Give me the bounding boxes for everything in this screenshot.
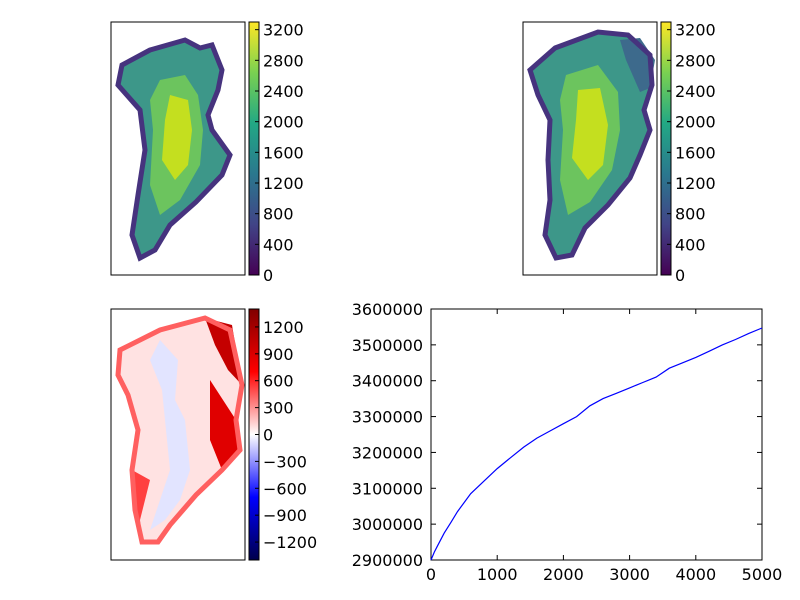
colorbar-tick-label: 2000	[263, 113, 304, 132]
x-tick-label: 5000	[742, 565, 783, 584]
panel-heatmap-3: −1200 −900 −600 −300 0 300 600 900 1200	[110, 308, 317, 561]
colorbar-2: 0 400 800 1200 1600 2000 2400 2800 3200	[660, 21, 716, 285]
y-tick-label: 3400000	[352, 372, 423, 391]
colorbar-tick-label: 2800	[263, 51, 304, 70]
colorbar-tick-label: 2400	[263, 82, 304, 101]
colorbar-tick-label: 900	[263, 345, 294, 364]
colorbar-tick-label: 3200	[675, 21, 716, 40]
x-tick-label: 4000	[675, 565, 716, 584]
colorbar-tick-label: 2000	[675, 113, 716, 132]
y-tick-label: 3500000	[352, 336, 423, 355]
colorbar-tick-label: 0	[263, 426, 273, 445]
colorbar-3: −1200 −900 −600 −300 0 300 600 900 1200	[248, 308, 317, 561]
colorbar-tick-label: 0	[263, 266, 273, 285]
y-tick-label: 2900000	[352, 551, 423, 570]
colorbar-tick-label: 1200	[675, 174, 716, 193]
panel-heatmap-2: 0 400 800 1200 1600 2000 2400 2800 3200	[522, 21, 716, 285]
colorbar-tick-label: 600	[263, 372, 294, 391]
x-tick-label: 2000	[543, 565, 584, 584]
colorbar-tick-label: 1600	[675, 143, 716, 162]
colorbar-tick-label: −1200	[263, 533, 317, 552]
axes-frame-2	[522, 21, 658, 276]
colorbar-tick-label: 2400	[675, 82, 716, 101]
x-tick-label: 3000	[609, 565, 650, 584]
colorbar-tick-label: −900	[263, 506, 307, 525]
y-tick-label: 3200000	[352, 443, 423, 462]
panel-heatmap-1: 0 400 800 1200 1600 2000 2400 2800 3200	[110, 21, 304, 285]
colorbar-tick-label: 2800	[675, 51, 716, 70]
colorbar-tick-label: 300	[263, 399, 294, 418]
series-line	[430, 327, 763, 561]
colorbar-tick-label: 1200	[263, 174, 304, 193]
colorbar-tick-label: 400	[675, 235, 706, 254]
x-tick-label: 0	[426, 565, 436, 584]
colorbar-tick-label: −600	[263, 479, 307, 498]
colorbar-tick-label: 1600	[263, 143, 304, 162]
line-plot-frame	[430, 308, 763, 561]
colorbar-tick-label: 3200	[263, 21, 304, 40]
heatmap-1-ice-sheet	[115, 37, 233, 262]
y-tick-label: 3300000	[352, 408, 423, 427]
colorbar-tick-label: 0	[675, 266, 685, 285]
y-tick-label: 3000000	[352, 515, 423, 534]
axes-frame-1	[110, 21, 246, 276]
colorbar-1: 0 400 800 1200 1600 2000 2400 2800 3200	[248, 21, 304, 285]
y-tick-label: 3100000	[352, 479, 423, 498]
colorbar-tick-label: 800	[675, 205, 706, 224]
heatmap-2-ice-sheet	[527, 29, 655, 261]
colorbar-tick-label: −300	[263, 452, 307, 471]
colorbar-tick-label: 400	[263, 235, 294, 254]
heatmap-3-difference	[115, 315, 245, 545]
y-tick-label: 3600000	[352, 300, 423, 319]
axes-frame-3	[110, 308, 246, 561]
x-tick-label: 1000	[477, 565, 518, 584]
colorbar-tick-label: 1200	[263, 318, 304, 337]
panel-line-chart: 0 1000 2000 3000 4000 5000 2900000 3000000 31000…	[352, 300, 783, 584]
colorbar-tick-label: 800	[263, 205, 294, 224]
